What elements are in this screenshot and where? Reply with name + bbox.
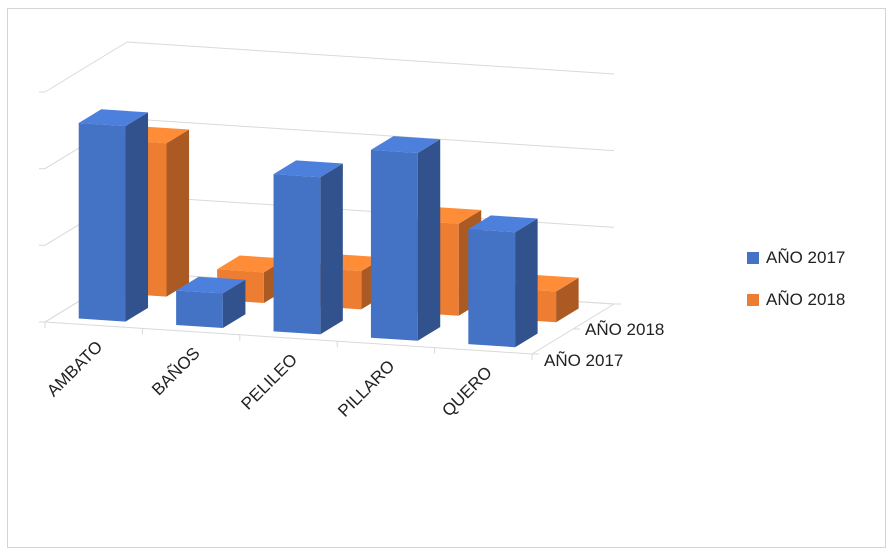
bar-side [125, 112, 149, 322]
bar-side [222, 279, 246, 329]
gridline-back [126, 41, 615, 75]
bar-baños-series-0 [176, 276, 246, 329]
category-label: QUERO [438, 363, 496, 421]
bar-pillaro-series-0 [370, 136, 441, 341]
category-label: AMBATO [43, 337, 106, 400]
bar-front [176, 290, 223, 329]
legend-label: AÑO 2018 [766, 290, 845, 309]
bar-front [468, 229, 516, 348]
legend: AÑO 2017 AÑO 2018 [747, 248, 845, 309]
gridline-back [126, 194, 615, 228]
legend-label: AÑO 2017 [766, 248, 845, 267]
bar-top [273, 160, 343, 178]
depth-label: AÑO 2017 [544, 351, 623, 370]
depth-labels: AÑO 2018 AÑO 2017 [544, 320, 664, 370]
bar-side [320, 163, 343, 335]
category-label: PELILEO [238, 350, 302, 414]
category-label: BAÑOS [148, 344, 204, 400]
bar-top [176, 276, 246, 294]
bar-side [556, 277, 579, 323]
bar-ambato-series-0 [78, 109, 149, 322]
bar-front [273, 174, 321, 335]
bar-top [468, 215, 538, 233]
bar-side [515, 218, 538, 348]
bar-quero-series-0 [468, 215, 538, 348]
gridline-left [44, 41, 128, 93]
bar-top [78, 109, 149, 127]
bars [78, 109, 579, 348]
bar-front [78, 123, 126, 322]
bar-pelileo-series-0 [273, 160, 343, 335]
bar-side [166, 129, 190, 297]
gridline-back [126, 118, 615, 152]
category-labels: AMBATO BAÑOS PELILEO PILLARO QUERO [43, 337, 496, 420]
bar-top [217, 255, 287, 273]
bar-top [370, 136, 441, 153]
category-label: PILLARO [334, 356, 398, 420]
bar-front [370, 149, 418, 341]
legend-swatch [747, 252, 759, 264]
bar-side [417, 139, 441, 341]
legend-swatch [747, 294, 759, 306]
depth-label: AÑO 2018 [585, 320, 664, 339]
